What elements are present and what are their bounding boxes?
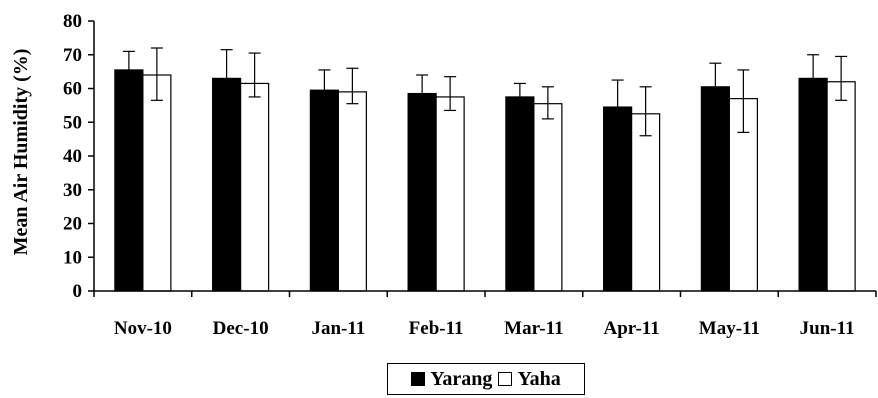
bar-yarang (603, 106, 633, 292)
bar-yaha (631, 113, 661, 292)
bar-yaha (826, 81, 856, 292)
bars (114, 69, 856, 292)
bar-yarang (212, 77, 242, 292)
y-tick-labels: 0 10 20 30 40 50 60 70 80 (63, 11, 82, 302)
legend: Yarang Yaha (387, 363, 585, 395)
bar-yaha (533, 103, 563, 292)
bar-yarang (700, 86, 730, 292)
x-tick-label: Feb-11 (409, 318, 464, 339)
x-tick-label: Apr-11 (603, 318, 659, 339)
y-tick-label: 80 (63, 11, 82, 32)
bar-yaha (142, 74, 172, 292)
y-tick-label: 60 (63, 79, 82, 100)
bar-yarang (309, 89, 339, 292)
y-tick-label: 70 (63, 45, 82, 66)
y-tick-label: 50 (63, 112, 82, 133)
legend-item-yarang: Yarang (411, 368, 492, 391)
bar-yarang (798, 77, 828, 292)
x-tick-label: Dec-10 (213, 318, 269, 339)
axes (88, 20, 877, 297)
legend-label-yarang: Yarang (430, 367, 493, 390)
legend-swatch-yaha (498, 372, 513, 386)
x-tick-label: Jun-11 (800, 318, 855, 339)
y-tick-label: 40 (63, 146, 82, 167)
x-tick-label: Jan-11 (311, 318, 365, 339)
legend-label-yaha: Yaha (517, 367, 561, 390)
x-tick-label: Nov-10 (114, 318, 172, 339)
legend-swatch-yarang (411, 372, 426, 386)
y-tick-label: 0 (73, 281, 83, 302)
bar-yarang (505, 96, 535, 292)
x-tick-label: Mar-11 (504, 318, 563, 339)
error-bars (122, 47, 848, 137)
x-tick-labels: Nov-10 Dec-10 Jan-11 Feb-11 Mar-11 Apr-11 May-… (114, 318, 855, 339)
y-axis-label: Mean Air Humidity (%) (10, 49, 32, 256)
y-tick-label: 30 (63, 180, 82, 201)
bar-yaha (240, 82, 270, 292)
legend-item-yaha: Yaha (498, 367, 561, 391)
y-tick-label: 10 (63, 247, 82, 268)
x-tick-label: May-11 (699, 318, 760, 339)
bar-yaha (337, 91, 367, 292)
bar-yarang (407, 92, 437, 292)
bar-yaha (435, 96, 465, 292)
y-tick-label: 20 (63, 214, 82, 235)
bar-yarang (114, 69, 144, 292)
